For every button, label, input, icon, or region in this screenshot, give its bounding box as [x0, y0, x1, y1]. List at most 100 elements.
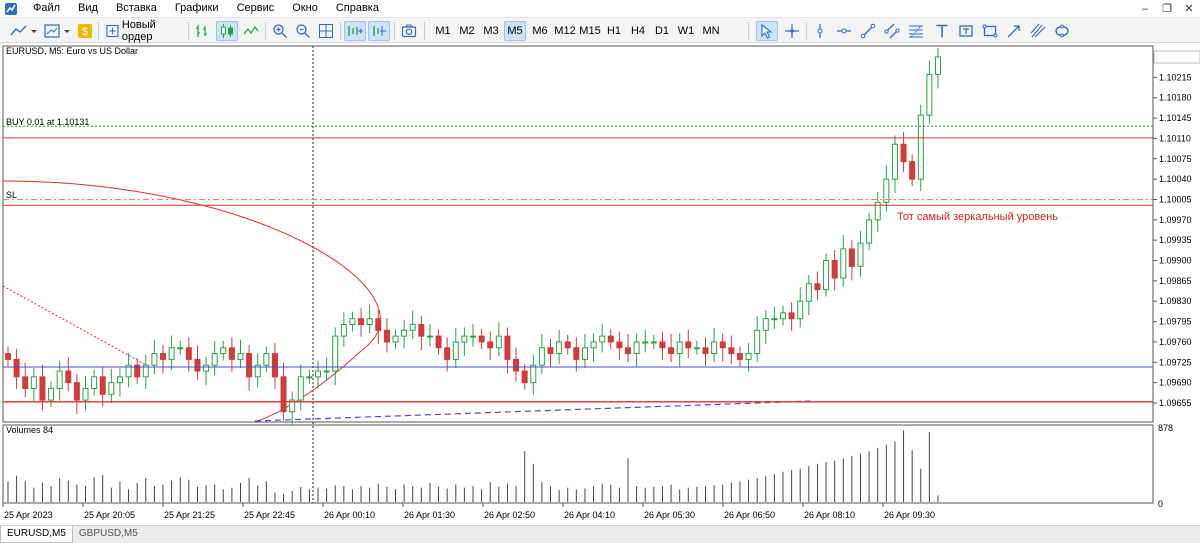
volume-label: Volumes 84 — [6, 425, 53, 435]
candle-body — [607, 335, 614, 343]
label-tool-button[interactable] — [956, 21, 976, 41]
minimize-icon[interactable]: – — [1141, 2, 1149, 15]
line-chart-button[interactable] — [240, 21, 262, 41]
candle-body — [702, 347, 709, 355]
chart-shift-button[interactable] — [368, 21, 390, 41]
screenshot-button[interactable] — [399, 21, 419, 41]
vertical-line-tool-button[interactable] — [810, 21, 830, 41]
arrow-tool-button[interactable] — [1004, 21, 1024, 41]
chart-type-dropdown[interactable] — [8, 21, 40, 41]
timeframe-d1[interactable]: D1 — [654, 25, 670, 37]
pitchfork-tool-button[interactable] — [1028, 21, 1048, 41]
tab-gbpusd-m5[interactable]: GBPUSD,M5 — [78, 528, 138, 539]
price-pane — [2, 45, 1154, 423]
candle-body — [926, 73, 933, 116]
zoom-out-icon — [296, 24, 310, 38]
channel-tool-button[interactable] — [882, 21, 902, 41]
timeframe-w1[interactable]: W1 — [677, 25, 695, 37]
candle-body — [297, 376, 304, 401]
bar-chart-button[interactable] — [192, 21, 212, 41]
timeframe-m3[interactable]: M3 — [483, 25, 499, 37]
price-tick-label: 1.09970 — [1159, 215, 1192, 225]
channel-icon — [884, 23, 900, 39]
shapes-tool-button[interactable] — [1052, 21, 1072, 41]
candle-body — [754, 329, 761, 355]
candle-body — [599, 335, 606, 343]
candle-body — [5, 353, 11, 360]
candle-body — [900, 143, 907, 163]
price-tick-label: 1.09900 — [1159, 256, 1192, 266]
timeframe-mn[interactable]: MN — [702, 25, 720, 37]
menu-view[interactable]: Вид — [78, 2, 98, 14]
timeframe-m2[interactable]: M2 — [459, 25, 475, 37]
candle-body — [340, 323, 347, 337]
algo-trading-button[interactable]: $ — [76, 21, 94, 41]
tab-eurusd-m5[interactable]: EURUSD,M5 — [0, 526, 73, 543]
volume-axis-max: 878 — [1158, 423, 1173, 433]
candle-body — [263, 353, 270, 366]
menu-window[interactable]: Окно — [292, 2, 318, 14]
candle-body — [99, 376, 106, 395]
grid-button[interactable] — [316, 21, 336, 41]
candle-body — [857, 242, 864, 267]
timeframe-m15[interactable]: M15 — [579, 25, 601, 37]
stop-loss-label: SL — [6, 190, 17, 200]
candle-body — [211, 353, 218, 366]
chart-templates-dropdown[interactable] — [42, 21, 74, 41]
candle-body — [418, 323, 425, 337]
candle-body — [228, 347, 235, 360]
chart-window[interactable]: 1.102501.102151.101801.101451.101101.100… — [0, 44, 1200, 525]
timeframe-h1[interactable]: H1 — [606, 25, 622, 37]
candle-body — [513, 358, 520, 372]
volume-bars — [7, 430, 939, 502]
menu-insert[interactable]: Вставка — [115, 2, 157, 14]
trendline-tool-button[interactable] — [858, 21, 878, 41]
candlestick-button[interactable] — [216, 21, 238, 41]
time-tick-label: 26 Apr 00:10 — [324, 510, 375, 520]
auto-scroll-button[interactable] — [344, 21, 366, 41]
time-tick-label: 26 Apr 09:30 — [884, 510, 935, 520]
candle-body — [650, 341, 657, 344]
candle-body — [444, 347, 451, 360]
zoom-in-icon — [273, 24, 287, 38]
blue-dashed-trendline — [254, 400, 813, 422]
volume-pane — [2, 424, 1154, 504]
rectangle-tool-button[interactable] — [980, 21, 1000, 41]
candle-body — [573, 347, 580, 360]
text-tool-button[interactable] — [932, 21, 952, 41]
menu-file[interactable]: Файл — [33, 2, 61, 14]
timeframe-m5[interactable]: M5 — [504, 21, 526, 41]
horizontal-line-tool-button[interactable] — [834, 21, 854, 41]
candle-body — [306, 376, 313, 379]
price-tick-label: 1.09725 — [1159, 357, 1192, 367]
cursor-tool-button[interactable] — [756, 21, 778, 41]
new-order-button[interactable]: Новый ордер — [104, 19, 184, 43]
candle-body — [521, 370, 528, 384]
crosshair-icon — [785, 24, 799, 38]
timeframe-m1[interactable]: M1 — [435, 25, 451, 37]
zoom-out-button[interactable] — [293, 21, 313, 41]
candle-body — [220, 347, 227, 355]
candle-body — [780, 312, 786, 320]
menu-charts[interactable]: Графики — [174, 2, 219, 14]
cursor-icon — [761, 23, 773, 39]
rectangle-icon — [982, 24, 998, 38]
price-tick-label: 1.10110 — [1159, 133, 1191, 143]
timeframe-m6[interactable]: M6 — [532, 25, 548, 37]
candle-body — [134, 364, 141, 378]
restore-icon[interactable]: ❐ — [1162, 3, 1172, 15]
timeframe-h4[interactable]: H4 — [630, 25, 646, 37]
close-icon[interactable]: ✕ — [1184, 3, 1194, 15]
zoom-in-button[interactable] — [270, 21, 290, 41]
candle-body — [91, 376, 98, 389]
candle-body — [487, 341, 494, 349]
candle-body — [728, 347, 735, 355]
timeframe-m12[interactable]: M12 — [554, 25, 576, 37]
price-chart[interactable]: 1.102501.102151.101801.101451.101101.100… — [0, 44, 1200, 525]
candle-body — [409, 323, 416, 331]
crosshair-tool-button[interactable] — [782, 21, 802, 41]
candle-body — [891, 143, 898, 180]
menu-help[interactable]: Справка — [335, 2, 379, 14]
fibonacci-tool-button[interactable] — [906, 21, 926, 41]
menu-tools[interactable]: Сервис — [236, 2, 275, 14]
